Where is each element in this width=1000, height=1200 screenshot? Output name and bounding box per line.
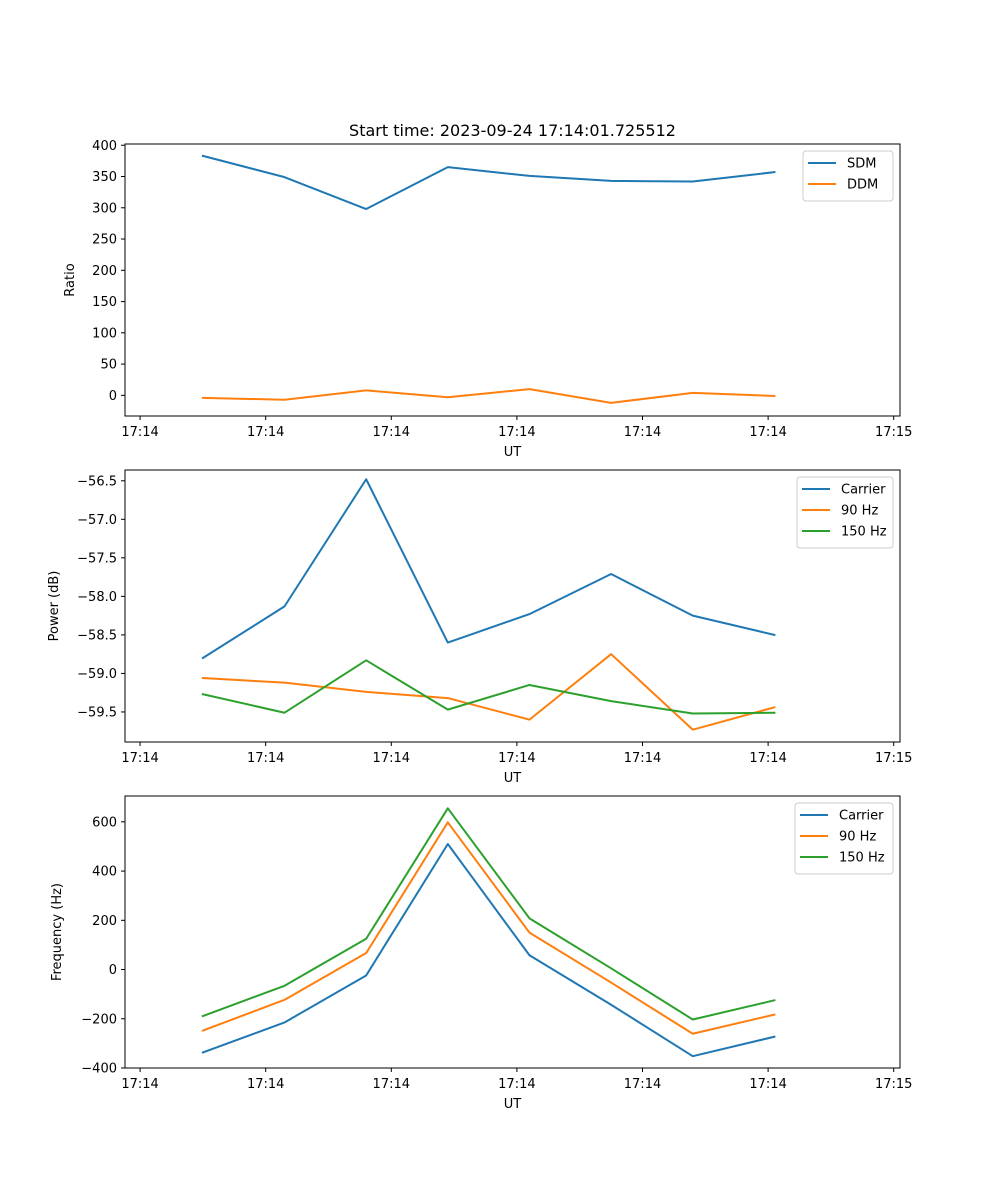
frequency-axes-frame	[124, 795, 901, 1069]
frequency-legend-label-90-hz: 90 Hz	[839, 830, 876, 845]
power-y-tick-label: −59.5	[77, 705, 117, 720]
ratio-y-axis-label: Ratio	[63, 263, 78, 296]
frequency-x-tick-label: 17:14	[749, 1077, 786, 1092]
frequency-legend: Carrier 90 Hz 150 Hz	[794, 802, 894, 875]
figure-title: Start time: 2023-09-24 17:14:01.725512	[349, 121, 676, 140]
power-y-tick-label: −58.0	[77, 590, 117, 605]
frequency-x-tick-label: 17:14	[498, 1077, 535, 1092]
ratio-series-sdm-line	[201, 154, 776, 211]
power-axes-frame	[124, 469, 901, 743]
frequency-x-tick-label: 17:14	[624, 1077, 661, 1092]
power-legend-label-90-hz: 90 Hz	[841, 504, 878, 519]
power-x-tick-label: 17:14	[749, 751, 786, 766]
ratio-x-tick-label: 17:14	[749, 425, 786, 440]
ratio-legend-label-sdm: SDM	[847, 157, 876, 172]
power-y-tick-label: −57.0	[77, 513, 117, 528]
power-series-carrier-line	[201, 478, 776, 660]
ratio-x-tick-label: 17:14	[121, 425, 158, 440]
ratio-x-tick-label: 17:14	[624, 425, 661, 440]
power-y-tick-label: −56.5	[77, 474, 117, 489]
frequency-y-tick-label: −400	[81, 1062, 117, 1077]
power-x-tick-label: 17:14	[247, 751, 284, 766]
ratio-y-tick-label: 300	[92, 201, 117, 216]
power-legend-label-carrier: Carrier	[841, 483, 886, 498]
ratio-x-tick-label: 17:15	[875, 425, 912, 440]
power-y-tick-label: −58.5	[77, 628, 117, 643]
ratio-y-tick-label: 100	[92, 326, 117, 341]
ratio-x-axis-label: UT	[504, 445, 522, 460]
power-y-axis-label: Power (dB)	[47, 571, 62, 642]
power-x-tick-label: 17:14	[373, 751, 410, 766]
ratio-y-tick-label: 350	[92, 170, 117, 185]
frequency-y-tick-label: 200	[92, 914, 117, 929]
power-legend-label-150-hz: 150 Hz	[841, 525, 887, 540]
frequency-x-axis-label: UT	[504, 1097, 522, 1112]
ratio-x-tick-label: 17:14	[247, 425, 284, 440]
power-series-90-hz-line	[201, 653, 776, 731]
frequency-legend-label-carrier: Carrier	[839, 809, 884, 824]
ratio-x-tick-label: 17:14	[373, 425, 410, 440]
frequency-series-150-hz-line	[201, 807, 776, 1021]
frequency-legend-label-150-hz: 150 Hz	[839, 851, 885, 866]
ratio-axes-frame	[124, 143, 901, 417]
frequency-y-tick-label: 400	[92, 865, 117, 880]
power-x-axis-label: UT	[504, 771, 522, 786]
ratio-series-ddm-line	[201, 388, 776, 404]
ratio-y-tick-label: 50	[100, 358, 117, 373]
frequency-y-tick-label: 0	[109, 963, 117, 978]
frequency-x-tick-label: 17:14	[247, 1077, 284, 1092]
power-series-150-hz-line	[201, 659, 776, 715]
ratio-panel: 17:14 17:14 17:14 17:14 17:14 17:14 17:15 400 35…	[63, 139, 912, 460]
frequency-series-90-hz-line	[201, 821, 776, 1035]
ratio-y-tick-label: 150	[92, 295, 117, 310]
ratio-y-tick-label: 250	[92, 233, 117, 248]
frequency-x-tick-label: 17:15	[875, 1077, 912, 1092]
ratio-legend-label-ddm: DDM	[847, 178, 878, 193]
power-panel: 17:14 17:14 17:14 17:14 17:14 17:14 17:15 −56.5…	[47, 469, 912, 786]
power-y-tick-label: −59.0	[77, 667, 117, 682]
ratio-y-tick-label: 0	[109, 389, 117, 404]
power-x-tick-label: 17:15	[875, 751, 912, 766]
frequency-series-carrier-line	[201, 843, 776, 1058]
ratio-legend: SDM DDM	[802, 150, 894, 202]
power-x-tick-label: 17:14	[121, 751, 158, 766]
power-legend: Carrier 90 Hz 150 Hz	[796, 476, 894, 549]
frequency-y-tick-label: −200	[81, 1012, 117, 1027]
ratio-y-tick-label: 400	[92, 139, 117, 154]
frequency-y-axis-label: Frequency (Hz)	[50, 883, 65, 981]
frequency-x-tick-label: 17:14	[373, 1077, 410, 1092]
power-x-tick-label: 17:14	[624, 751, 661, 766]
frequency-panel: 17:14 17:14 17:14 17:14 17:14 17:14 17:15 600 40…	[50, 795, 912, 1112]
power-y-tick-label: −57.5	[77, 551, 117, 566]
frequency-x-tick-label: 17:14	[121, 1077, 158, 1092]
ratio-y-tick-label: 200	[92, 264, 117, 279]
frequency-y-tick-label: 600	[92, 815, 117, 830]
ratio-x-tick-label: 17:14	[498, 425, 535, 440]
power-x-tick-label: 17:14	[498, 751, 535, 766]
